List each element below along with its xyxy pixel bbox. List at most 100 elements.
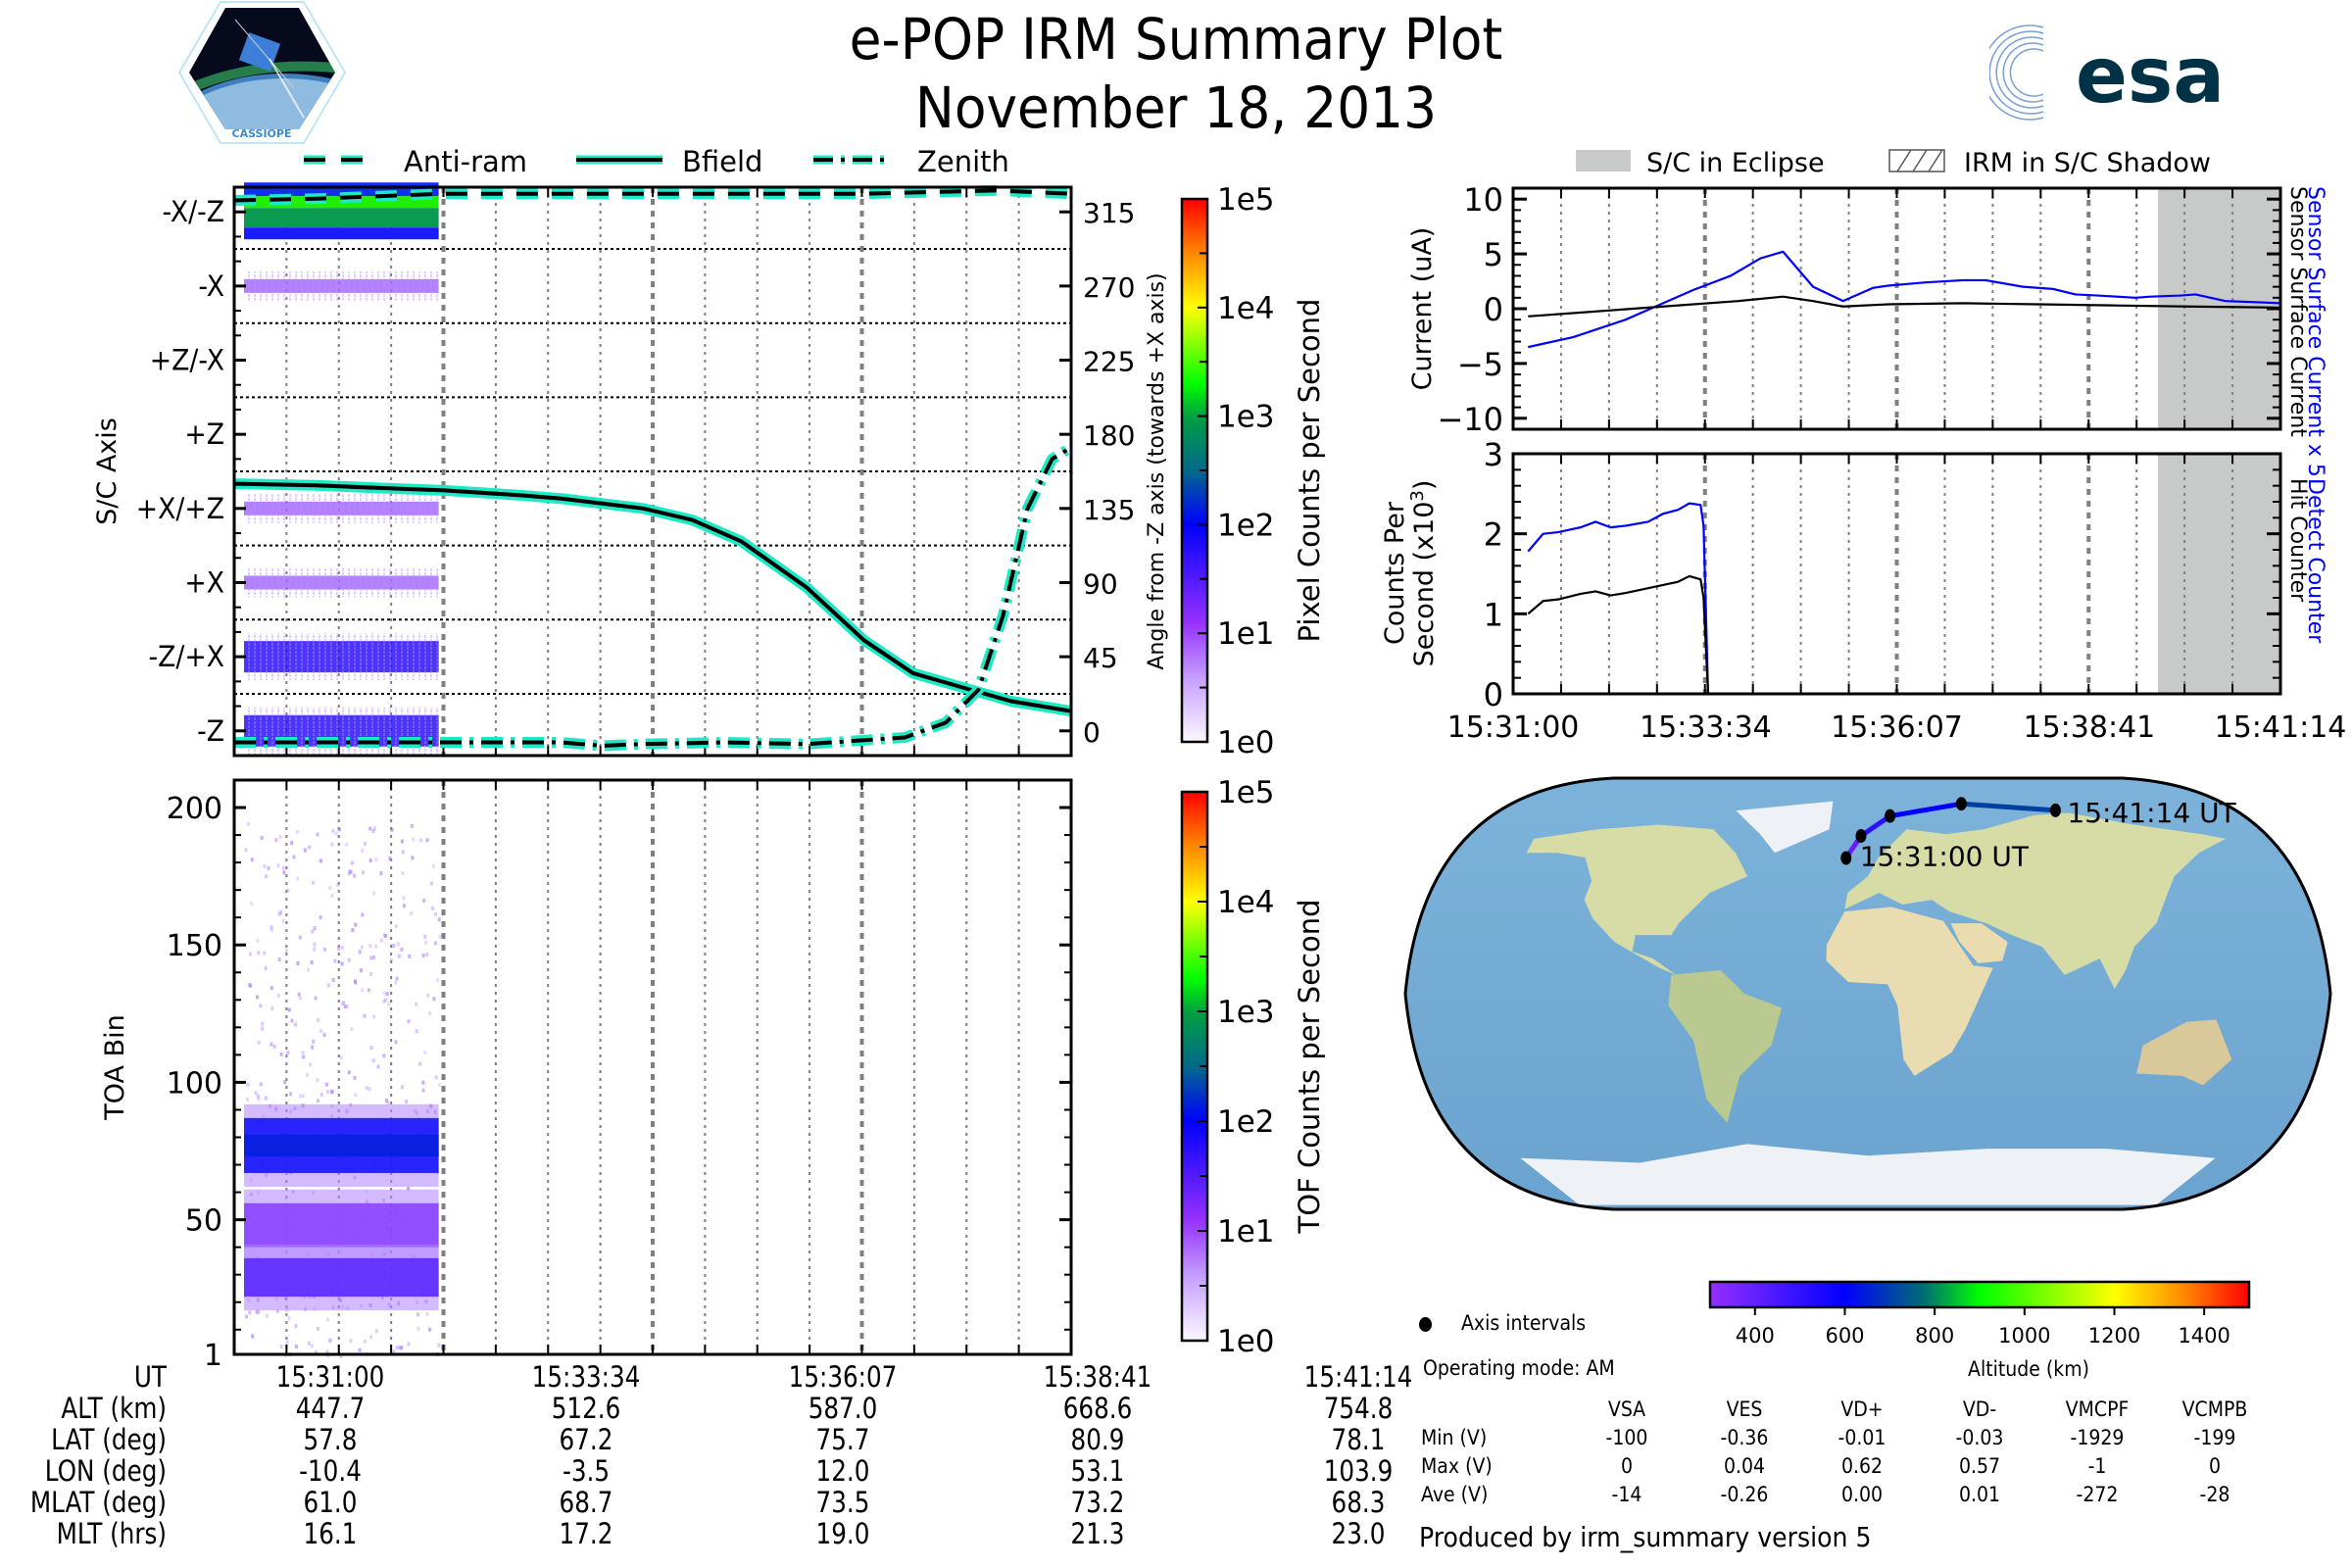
toa-noise-point [333, 958, 337, 963]
axis-interval-point [1855, 829, 1867, 844]
y-tick-label: −10 [1437, 401, 1503, 438]
toa-noise-point [331, 828, 335, 833]
pixel-colorbar-tick-label: 1e4 [1217, 291, 1275, 326]
voltage-row-label: Ave (V) [1421, 1483, 1489, 1506]
toa-noise-point [281, 918, 285, 923]
toa-noise-point [415, 1002, 418, 1006]
ephem-cell: 447.7 [295, 1392, 366, 1425]
y-axis-label-line1: Counts Per [1380, 501, 1410, 645]
toa-noise-point [264, 965, 268, 970]
toa-noise-point [278, 911, 282, 916]
toa-noise-point [248, 952, 252, 956]
ephem-cell: 15:38:41 [1043, 1360, 1152, 1394]
toa-noise-point [265, 874, 269, 879]
toa-noise-point [295, 876, 299, 881]
toa-noise-point [326, 1089, 330, 1094]
ephem-cell: 668.6 [1062, 1392, 1133, 1425]
toa-noise-point [361, 988, 365, 993]
eclipse-legend-swatch [1576, 150, 1631, 172]
toa-noise-point [259, 1004, 263, 1008]
ephem-cell: 73.5 [815, 1486, 870, 1519]
ephem-row-label: MLT (hrs) [56, 1517, 167, 1550]
toa-noise-point [339, 1353, 343, 1358]
toa-noise-point [325, 1317, 329, 1322]
y-tick-label: −5 [1457, 346, 1503, 383]
voltage-cell: 0.62 [1840, 1454, 1884, 1478]
toa-noise-point [416, 1326, 420, 1331]
y-tick-label: 200 [167, 792, 222, 826]
tof-colorbar-tick-label: 1e4 [1217, 885, 1275, 920]
toa-noise-point [386, 1101, 390, 1105]
ephem-cell: 17.2 [559, 1517, 613, 1550]
toa-noise-point [307, 1341, 311, 1346]
right-label-black: Sensor Surface Current [2285, 186, 2310, 437]
toa-noise-point [353, 873, 357, 878]
toa-noise-point [248, 983, 252, 988]
toa-noise-point [312, 880, 316, 885]
axis-interval-point [1885, 808, 1896, 823]
voltage-header: VCMPB [2181, 1397, 2248, 1421]
voltage-row-label: Max (V) [1421, 1454, 1493, 1478]
voltage-cell: 0.57 [1958, 1454, 2001, 1478]
ephemeris-table: UT 15:31:00 15:33:34 15:36:07 15:38:41 15:41:… [0, 1360, 1412, 1566]
toa-noise-point [402, 904, 406, 908]
toa-noise-point [388, 857, 392, 861]
toa-noise-point [433, 941, 437, 946]
toa-noise-point [416, 1312, 420, 1317]
toa-noise-point [261, 1026, 265, 1031]
ylabel-close: ) [1409, 480, 1440, 491]
toa-noise-point [340, 1002, 344, 1006]
y2-tick-label: 180 [1083, 419, 1135, 452]
toa-noise-point [402, 896, 406, 901]
toa-noise-point [394, 1040, 398, 1045]
toa-noise-point [367, 988, 370, 993]
y-tick-label: 10 [1463, 181, 1503, 219]
p2-frame [232, 778, 1073, 1356]
tof-colorbar-tick-label: 1e3 [1217, 995, 1275, 1030]
voltage-row-label: Min (V) [1421, 1426, 1488, 1449]
toa-noise-point [284, 949, 288, 954]
y-tick-label: 0 [1484, 291, 1503, 328]
toa-noise-point [379, 871, 383, 876]
toa-noise-point [313, 947, 317, 952]
voltage-cell: -0.26 [1720, 1483, 1769, 1506]
ephem-cell: 73.2 [1070, 1486, 1125, 1519]
toa-noise-point [345, 1004, 349, 1009]
y-tick-label: 1 [1484, 596, 1503, 633]
toa-noise-point [312, 1039, 316, 1044]
toa-noise-point [290, 840, 294, 845]
toa-noise-point [368, 858, 372, 862]
toa-noise-point [308, 845, 312, 850]
map-border [1403, 776, 2332, 1211]
toa-noise-point [246, 821, 250, 826]
toa-noise-point [248, 1310, 252, 1315]
y-tick-label: 3 [1484, 436, 1503, 473]
toa-noise-point [298, 935, 302, 940]
toa-noise-point [296, 829, 300, 834]
toa-noise-point [425, 838, 429, 843]
toa-noise-point [287, 1316, 291, 1321]
toa-noise-point [360, 945, 364, 950]
toa-noise-point [245, 1097, 249, 1102]
toa-noise-point [330, 894, 334, 899]
toa-noise-point [250, 901, 254, 906]
axis-interval-point [1955, 797, 1967, 811]
toa-noise-point [340, 945, 344, 950]
voltage-cell: 0 [1620, 1454, 1634, 1478]
voltage-cell: 0.01 [1958, 1483, 2001, 1506]
ephem-cell: 78.1 [1331, 1423, 1386, 1456]
toa-noise-point [423, 934, 427, 939]
cassiope-logo-text: CASSIOPE [232, 127, 292, 140]
toa-noise-point [395, 976, 399, 981]
toa-noise-point [362, 870, 366, 875]
ephem-cell: 16.1 [303, 1517, 358, 1550]
eurasia [1844, 812, 2227, 990]
toa-noise-point [400, 1346, 404, 1350]
toa-noise-point [275, 1308, 279, 1313]
toa-noise-point [307, 967, 311, 972]
toa-noise-point [316, 1326, 319, 1331]
toa-noise-point [339, 1055, 343, 1060]
ephem-cell: 80.9 [1070, 1423, 1125, 1456]
